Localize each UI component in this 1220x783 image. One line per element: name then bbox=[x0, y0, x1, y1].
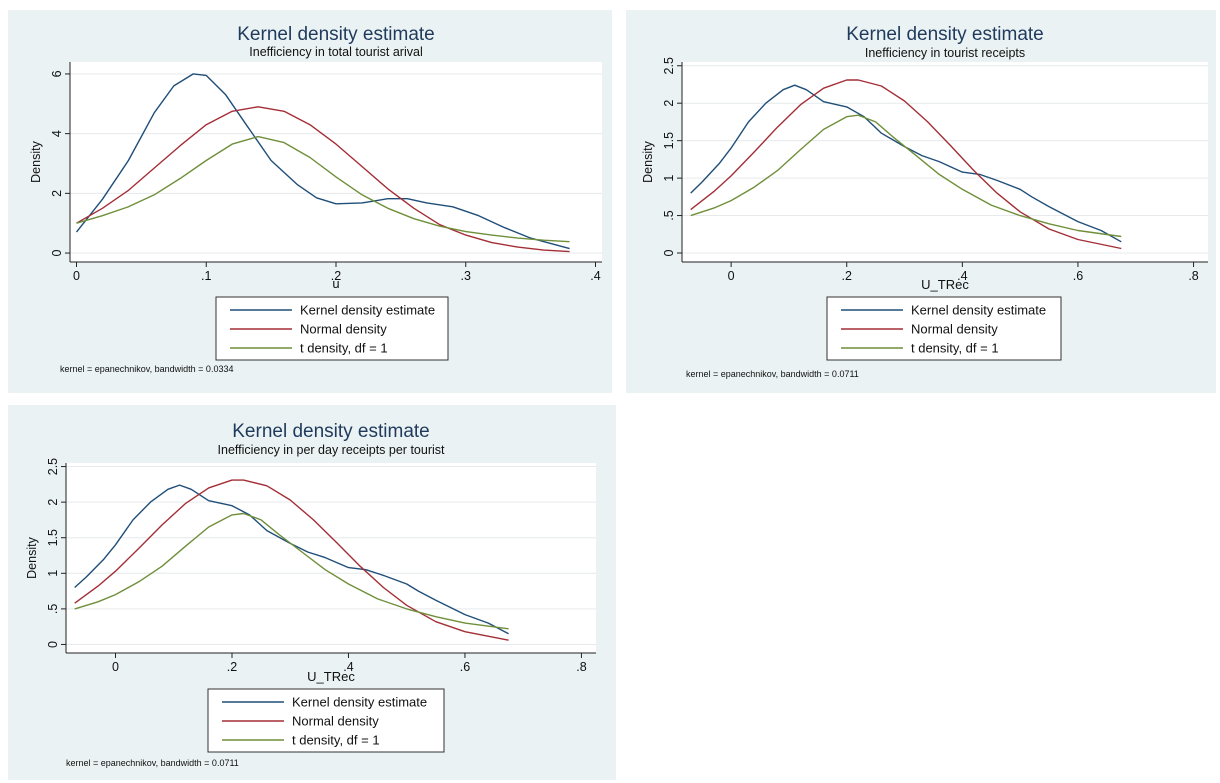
x-tick-label: .8 bbox=[576, 660, 586, 674]
x-tick-label: .1 bbox=[201, 269, 211, 283]
x-tick-label: .2 bbox=[227, 660, 237, 674]
series-line-0 bbox=[75, 73, 570, 250]
x-tick-label: .4 bbox=[957, 269, 967, 283]
x-tick-label: .2 bbox=[331, 269, 341, 283]
legend-entry: t density, df = 1 bbox=[292, 733, 380, 748]
legend-entry: t density, df = 1 bbox=[300, 341, 388, 356]
x-axis-label: U_TRec bbox=[921, 277, 969, 292]
series-line-2 bbox=[76, 135, 570, 243]
y-tick-label: 2.5 bbox=[662, 57, 676, 74]
chart-subtitle: Inefficiency in total tourist arival bbox=[249, 45, 422, 59]
x-axis-label: u bbox=[332, 276, 339, 291]
plot-area bbox=[682, 62, 1208, 262]
chart-panel-per-day-receipts: Kernel density estimate Inefficiency in p… bbox=[8, 405, 616, 780]
x-tick-label: 0 bbox=[728, 269, 735, 283]
y-tick-label: 4 bbox=[50, 130, 64, 137]
chart-title: Kernel density estimate bbox=[237, 24, 435, 45]
y-tick-label: 1.5 bbox=[662, 132, 676, 149]
legend-entry: Kernel density estimate bbox=[911, 303, 1046, 318]
legend-entry: Kernel density estimate bbox=[300, 303, 435, 318]
plot-area bbox=[66, 463, 596, 653]
x-tick-label: 0 bbox=[73, 269, 80, 283]
chart-panel-tourist-receipts: Kernel density estimate Inefficiency in t… bbox=[626, 10, 1216, 393]
y-tick-label: 2 bbox=[662, 100, 676, 107]
chart-note: kernel = epanechnikov, bandwidth = 0.071… bbox=[686, 369, 859, 379]
x-tick-label: .8 bbox=[1188, 269, 1198, 283]
y-tick-label: .5 bbox=[46, 604, 60, 614]
y-tick-label: 1 bbox=[46, 570, 60, 577]
x-tick-label: .3 bbox=[461, 269, 471, 283]
y-tick-label: 2 bbox=[46, 499, 60, 506]
y-tick-label: 2 bbox=[50, 190, 64, 197]
series-line-1 bbox=[74, 479, 509, 641]
series-line-2 bbox=[690, 114, 1122, 238]
x-tick-label: .2 bbox=[842, 269, 852, 283]
y-tick-label: 0 bbox=[50, 250, 64, 257]
plot-area bbox=[70, 62, 602, 262]
legend-entry: t density, df = 1 bbox=[911, 341, 999, 356]
series-line-0 bbox=[74, 484, 509, 635]
x-tick-label: .6 bbox=[1073, 269, 1083, 283]
x-axis-label: U_TRec bbox=[307, 669, 355, 684]
x-tick-label: .4 bbox=[343, 660, 353, 674]
legend-entry: Kernel density estimate bbox=[292, 695, 427, 710]
series-line-1 bbox=[76, 106, 570, 253]
x-tick-label: .6 bbox=[460, 660, 470, 674]
legend-entry: Normal density bbox=[292, 714, 379, 729]
x-tick-label: 0 bbox=[112, 660, 119, 674]
y-tick-label: .5 bbox=[662, 210, 676, 220]
chart-note: kernel = epanechnikov, bandwidth = 0.071… bbox=[66, 758, 239, 768]
legend-entry: Normal density bbox=[911, 322, 998, 337]
chart-title: Kernel density estimate bbox=[846, 24, 1044, 45]
series-line-0 bbox=[690, 84, 1122, 243]
y-axis-label: Density bbox=[25, 536, 39, 578]
chart-subtitle: Inefficiency in per day receipts per tou… bbox=[218, 443, 445, 457]
x-tick-label: .4 bbox=[590, 269, 600, 283]
legend-entry: Normal density bbox=[300, 322, 387, 337]
chart-note: kernel = epanechnikov, bandwidth = 0.033… bbox=[60, 364, 233, 374]
series-line-1 bbox=[690, 79, 1122, 250]
y-axis-label: Density bbox=[641, 140, 655, 182]
y-tick-label: 2.5 bbox=[46, 458, 60, 475]
y-tick-label: 0 bbox=[662, 249, 676, 256]
y-tick-label: 1.5 bbox=[46, 529, 60, 546]
y-axis-label: Density bbox=[29, 140, 43, 182]
chart-panel-total-arrival: Kernel density estimate Inefficiency in t… bbox=[8, 10, 612, 393]
series-line-2 bbox=[74, 512, 509, 630]
y-tick-label: 1 bbox=[662, 175, 676, 182]
chart-subtitle: Inefficiency in tourist receipts bbox=[865, 46, 1025, 60]
y-tick-label: 0 bbox=[46, 641, 60, 648]
chart-title: Kernel density estimate bbox=[232, 421, 430, 442]
y-tick-label: 6 bbox=[50, 70, 64, 77]
